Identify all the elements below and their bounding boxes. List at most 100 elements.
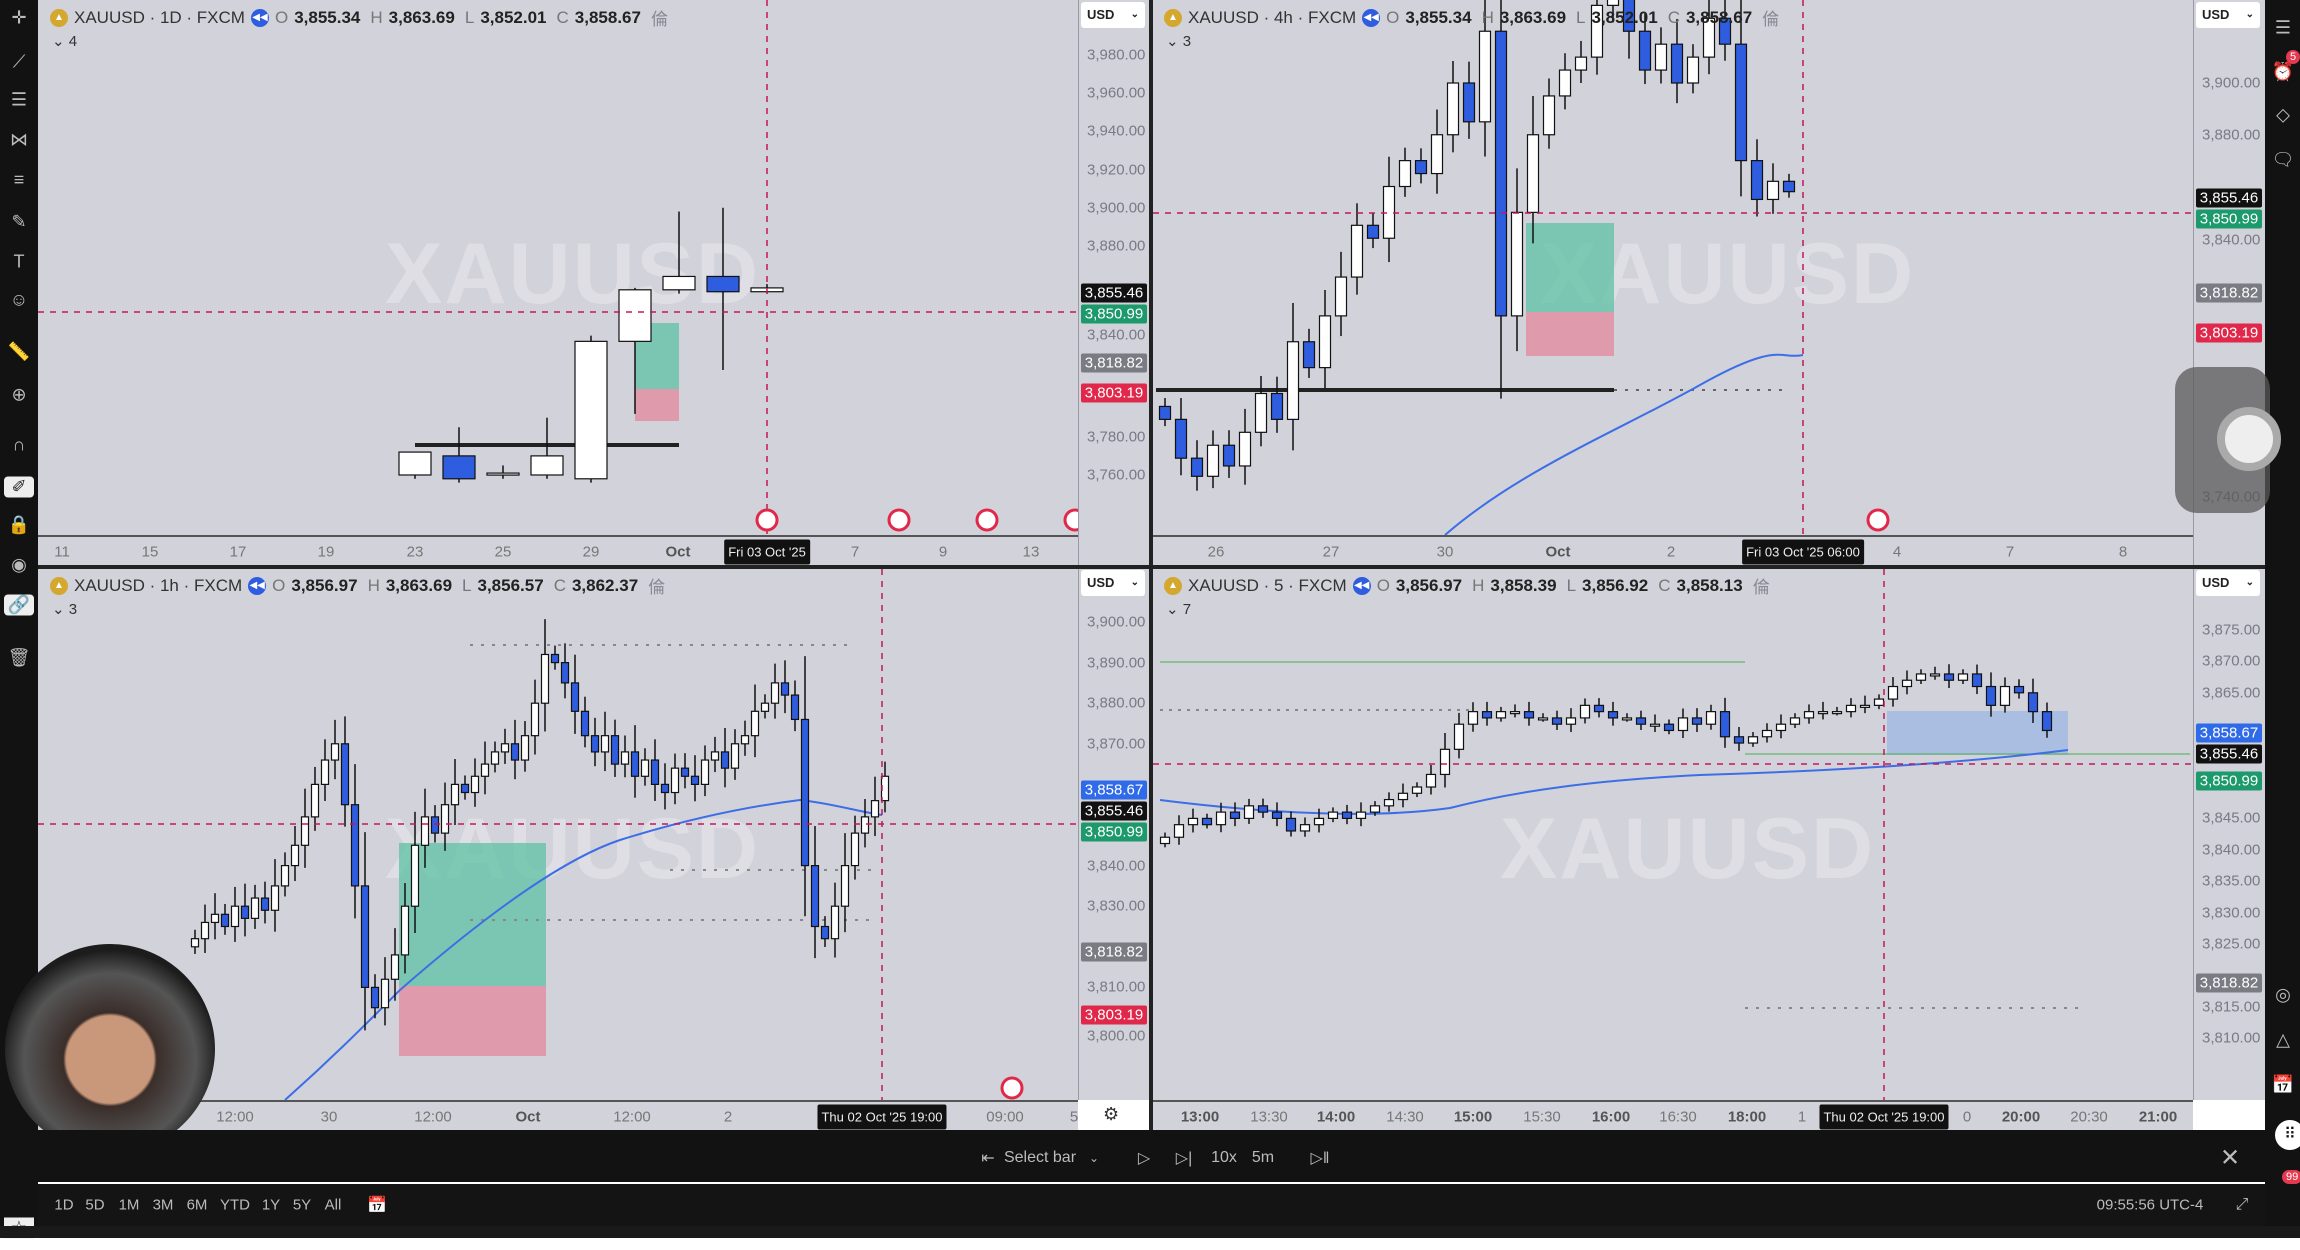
interval-button[interactable]: 5m <box>1251 1149 1275 1166</box>
range-3m[interactable]: 3M <box>152 1196 174 1214</box>
currency-select[interactable]: USD ⌄ <box>1081 570 1145 596</box>
ideas-icon[interactable]: △ <box>2276 1029 2290 1050</box>
range-1m[interactable]: 1M <box>118 1196 140 1214</box>
indicators-toggle[interactable]: ⌄ 3 <box>1166 33 1192 50</box>
range-1y[interactable]: 1Y <box>261 1196 281 1214</box>
candle-up <box>1430 134 1444 175</box>
clock[interactable]: 09:55:56 UTC-4 <box>2096 1196 2204 1214</box>
symbol-title[interactable]: XAUUSD · 4h · FXCM <box>1188 7 1357 27</box>
watchlist-icon[interactable]: ☰ <box>2274 17 2292 38</box>
low-value: 3,852.01 <box>1591 7 1658 27</box>
symbol-title[interactable]: XAUUSD · 1D · FXCM <box>74 7 245 27</box>
range-6m[interactable]: 6M <box>186 1196 208 1214</box>
candle-up <box>1398 160 1412 188</box>
calendar-icon[interactable]: 📅 <box>2271 1074 2295 1095</box>
link-icon[interactable]: 🔗 <box>4 594 34 616</box>
symbol-title[interactable]: XAUUSD · 1h · FXCM <box>74 575 243 595</box>
replay-icon[interactable]: ◀◀ <box>248 576 267 595</box>
chat-icon[interactable]: 🗨 <box>2271 149 2295 170</box>
range-5y[interactable]: 5Y <box>292 1196 312 1214</box>
price-axis-1h[interactable]: 3,858.67 3,855.46 3,850.99 3,818.82 3,803.19… <box>1078 569 1149 1100</box>
lock-drawing-icon[interactable]: ✐ <box>4 476 34 498</box>
currency-select[interactable]: USD ⌄ <box>2196 570 2260 596</box>
replay-icon[interactable]: ◀◀ <box>250 8 269 27</box>
candle-up <box>740 735 750 745</box>
price-tick: 3,840.00 <box>1087 326 1146 344</box>
close-value: 3,862.37 <box>571 575 639 595</box>
target-icon[interactable]: ◎ <box>2275 984 2291 1005</box>
apps-icon[interactable]: ⠿ <box>2275 1120 2300 1150</box>
trash-icon[interactable]: 🗑 <box>7 647 31 668</box>
alerts-icon[interactable]: ⏰ <box>2271 61 2295 82</box>
assistive-touch-button[interactable] <box>2175 367 2281 513</box>
trend-line-icon[interactable]: ⟋ <box>12 51 26 72</box>
jump-to-realtime-button[interactable]: ▷‖ <box>1310 1150 1330 1167</box>
range-ytd[interactable]: YTD <box>220 1196 250 1214</box>
candle-down <box>1222 444 1236 467</box>
replay-icon[interactable]: ◀◀ <box>1352 576 1371 595</box>
candle-down <box>720 751 730 769</box>
expand-icon[interactable]: ⤢ <box>2235 1196 2249 1213</box>
close-value: 3,858.67 <box>574 7 641 27</box>
lock-icon[interactable]: 🔒 <box>7 514 31 535</box>
horizontal-lines-icon[interactable]: ☰ <box>10 89 28 110</box>
calendar-goto-icon[interactable]: 📅 <box>367 1197 387 1214</box>
range-5d[interactable]: 5D <box>85 1196 105 1214</box>
take-profit-zone <box>399 843 546 986</box>
chart-pane-4h[interactable] <box>1153 0 2265 535</box>
magnet-icon[interactable]: ∩ <box>12 434 26 455</box>
candle-down <box>1733 736 1745 744</box>
candle-down <box>1229 811 1241 819</box>
candle-up <box>1766 180 1780 201</box>
candle-up <box>1887 685 1899 700</box>
ruler-icon[interactable]: 📏 <box>7 341 31 362</box>
candle-up <box>1859 704 1871 708</box>
indicators-toggle[interactable]: ⌄ 7 <box>1166 601 1192 618</box>
indicators-toggle[interactable]: ⌄ 4 <box>52 33 78 50</box>
stop-loss-zone <box>635 389 679 421</box>
pane-divider-vertical[interactable] <box>1149 0 1153 1130</box>
price-tick: 3,810.00 <box>2202 1029 2261 1047</box>
symbol-title[interactable]: XAUUSD · 5 · FXCM <box>1188 575 1347 595</box>
indicators-toggle[interactable]: ⌄ 3 <box>52 601 78 618</box>
watermark: XAUUSD <box>1500 801 1876 897</box>
select-bar-icon[interactable]: ⇤ <box>981 1150 995 1167</box>
range-all[interactable]: All <box>324 1196 342 1214</box>
speed-button[interactable]: 10x <box>1211 1149 1237 1166</box>
fib-icon[interactable]: ≡ <box>13 169 25 190</box>
step-forward-button[interactable]: ▷| <box>1175 1150 1193 1167</box>
brush-icon[interactable]: ✎ <box>11 211 27 232</box>
zoom-icon[interactable]: ⊕ <box>11 384 27 405</box>
pattern-icon[interactable]: ⋈ <box>10 129 28 150</box>
candle-up <box>1206 444 1220 477</box>
candle-up <box>1187 817 1199 826</box>
chart-pane-1h[interactable] <box>38 569 1149 1100</box>
layers-icon[interactable]: ◇ <box>2276 104 2290 125</box>
axis-settings-icon[interactable]: ⚙ <box>1103 1104 1120 1124</box>
price-tick: 3,825.00 <box>2202 935 2261 953</box>
close-replay-button[interactable]: ✕ <box>2219 1144 2241 1172</box>
crosshair-icon[interactable]: ✛ <box>11 7 27 28</box>
play-button[interactable]: ▷ <box>1137 1150 1151 1167</box>
candle-down <box>1190 457 1204 477</box>
candle-up <box>420 816 430 846</box>
eye-icon[interactable]: ◉ <box>11 554 27 575</box>
time-axis-1h[interactable]: 12:00 30 12:00 Oct 12:00 2 09:00 5 Thu 02 Oct '2… <box>38 1100 1078 1130</box>
emoji-icon[interactable]: ☺ <box>9 289 29 310</box>
candle-up <box>830 905 840 940</box>
price-axis-1d[interactable]: 3,855.46 3,850.99 3,818.82 3,803.19 3,980.00… <box>1078 0 1149 565</box>
time-axis-5m[interactable]: 13:00 13:30 14:00 14:30 15:00 15:30 16:00 16:30… <box>1153 1100 2193 1130</box>
chart-pane-5m[interactable] <box>1153 569 2265 1100</box>
range-1d[interactable]: 1D <box>54 1196 74 1214</box>
currency-select[interactable]: USD ⌄ <box>2196 2 2260 28</box>
currency-select[interactable]: USD ⌄ <box>1081 2 1145 28</box>
replay-icon[interactable]: ◀◀ <box>1362 8 1381 27</box>
text-icon[interactable]: T <box>13 251 25 272</box>
time-axis-1d[interactable]: 11 15 17 19 23 25 29 Oct 7 9 13 Fri 03 Oct '25 <box>38 535 1078 565</box>
candle-up <box>1957 673 1969 681</box>
chevron-down-icon[interactable]: ⌄ <box>1088 1151 1100 1165</box>
select-bar-button[interactable]: Select bar <box>1003 1149 1077 1166</box>
time-axis-4h[interactable]: 26 27 30 Oct 2 4 7 8 Fri 03 Oct '25 06:00 <box>1153 535 2193 565</box>
price-axis-5m[interactable]: 3,858.67 3,855.46 3,850.99 3,818.82 3,875.00… <box>2193 569 2265 1100</box>
candle-up <box>860 816 870 834</box>
